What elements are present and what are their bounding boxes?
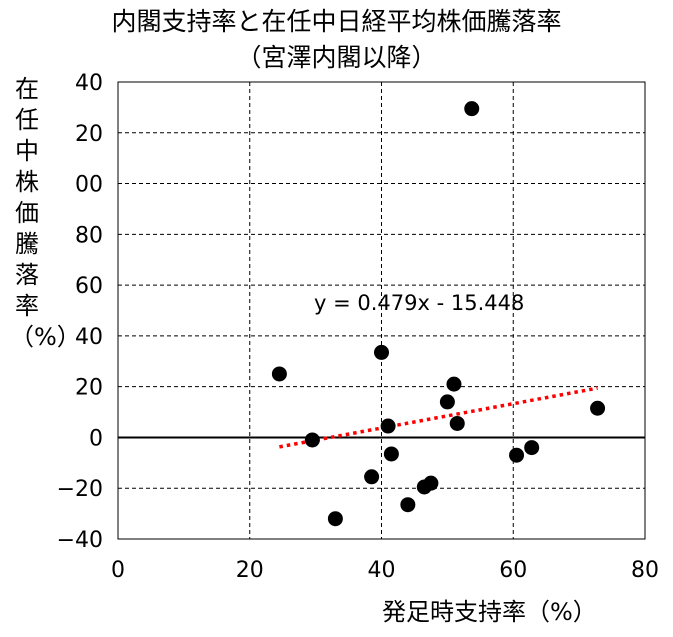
data-point [449,415,465,431]
data-point [271,366,287,382]
data-point [590,400,606,416]
data-point [524,440,540,456]
y-tick-label: −20 [57,477,103,502]
x-tick-label: 0 [111,558,125,583]
y-tick-label: 00 [75,173,103,198]
plot-frame [117,81,646,540]
data-point [509,447,525,463]
x-axis-label: 発足時支持率（%） [382,598,597,626]
y-tick-label: 60 [75,274,103,299]
y-axis-label: 在任中株価騰落率（%） [10,75,81,351]
data-point [439,394,455,410]
y-tick-label: −40 [57,528,103,553]
trendline-equation: y = 0.479x - 15.448 [314,291,524,315]
y-tick-label: 80 [75,223,103,248]
data-point [423,475,439,491]
y-tick-label: 40 [75,71,103,96]
chart-title-block: 内閣支持率と在任中日経平均株価騰落率 （宮澤内閣以降） [0,4,673,76]
data-point [464,101,480,117]
data-point [383,446,399,462]
x-tick-label: 60 [499,558,527,583]
data-point [380,418,396,434]
data-point [446,376,462,392]
x-tick-label: 20 [236,558,264,583]
data-point [304,432,320,448]
x-tick-label: 80 [631,558,659,583]
y-tick-label: 0 [89,426,103,451]
chart-subtitle: （宮澤内閣以降） [236,43,437,72]
y-tick-label: 20 [75,122,103,147]
data-point [327,511,343,527]
x-tick-label: 40 [368,558,396,583]
chart-title: 内閣支持率と在任中日経平均株価騰落率 [111,7,562,36]
y-tick-label: 20 [75,376,103,401]
trendline [279,386,598,449]
y-tick-label: 40 [75,325,103,350]
data-point [400,497,416,513]
data-point [364,469,380,485]
data-point [374,344,389,360]
